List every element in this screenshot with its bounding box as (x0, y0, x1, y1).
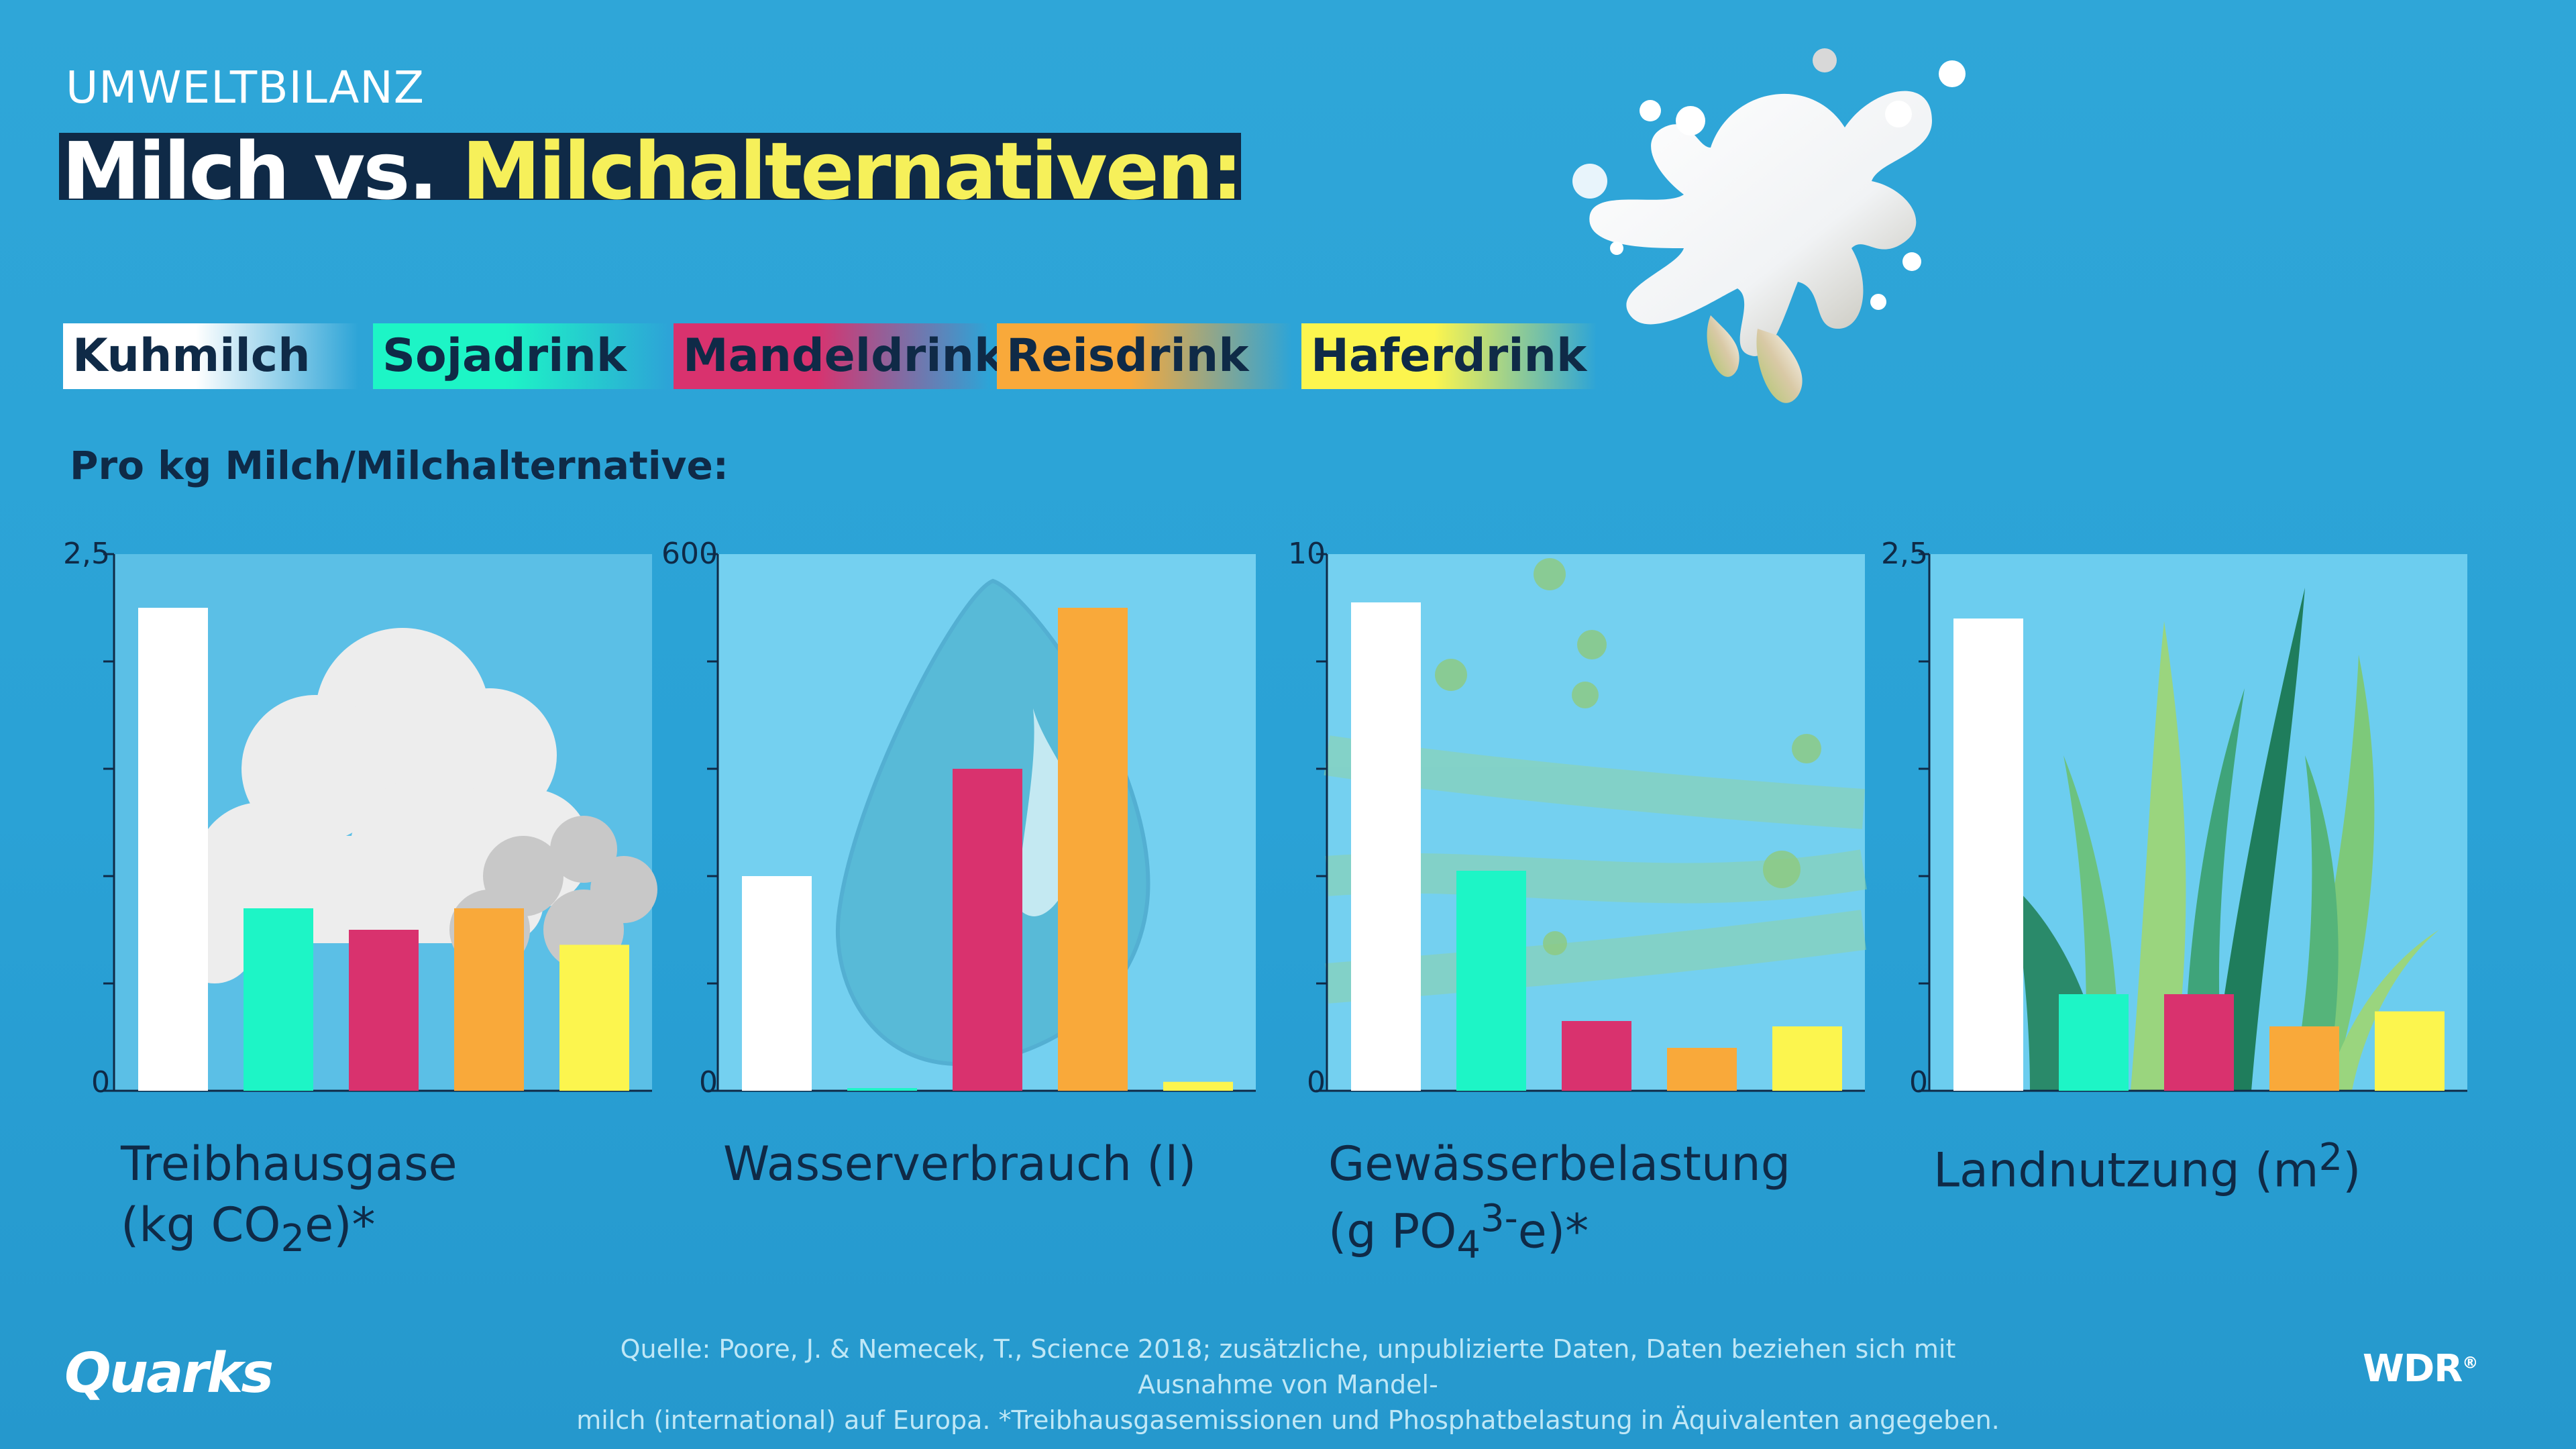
bars-layer (707, 553, 1256, 1092)
bar-kuhmilch (742, 876, 812, 1091)
footnote-line2: milch (international) auf Europa. *Treib… (576, 1405, 2000, 1436)
quarks-logo: Quarks (64, 1342, 274, 1405)
page-title: Milch vs. Milchalternativen: (62, 125, 1243, 217)
legend-label-reisdrink: Reisdrink (1006, 329, 1249, 382)
bar-mandeldrink (2164, 994, 2234, 1091)
y-min-label-3: 0 (1307, 1065, 1326, 1099)
headline-bar (59, 133, 1241, 200)
y-max-label-4: 2,5 (1881, 537, 1928, 571)
legend-kuhmilch: Kuhmilch (63, 323, 358, 389)
bar-sojadrink (1456, 871, 1526, 1091)
subheading: Pro kg Milch/Milchalternative: (70, 443, 729, 488)
legend-label-kuhmilch: Kuhmilch (72, 329, 311, 382)
footnote-line1: Quelle: Poore, J. & Nemecek, T., Science… (620, 1334, 1956, 1400)
y-min-label-1: 0 (91, 1065, 110, 1099)
y-max-label-1: 2,5 (63, 537, 110, 571)
bar-reisdrink (2269, 1026, 2339, 1091)
bar-sojadrink (2059, 994, 2129, 1091)
chart-wasserverbrauch (707, 553, 1256, 1092)
bar-kuhmilch (1351, 602, 1421, 1091)
chart-gewaesserbelastung (1316, 553, 1867, 1092)
title-part-alternatives: Milchalternativen: (462, 125, 1243, 217)
chart-landnutzung (1919, 553, 2467, 1092)
bar-haferdrink (1163, 1081, 1233, 1091)
y-max-label-2: 600 (661, 537, 718, 571)
label-landnutzung: Landnutzung (m2) (1933, 1136, 2361, 1198)
label-treibhausgase-line2: (kg CO2e)* (121, 1197, 376, 1260)
legend-haferdrink: Haferdrink (1301, 323, 1597, 389)
legend-reisdrink: Reisdrink (997, 323, 1292, 389)
legend-label-mandeldrink: Mandeldrink (683, 329, 1005, 382)
bar-sojadrink (244, 908, 313, 1091)
label-treibhausgase-line1: Treibhausgase (121, 1136, 458, 1191)
bar-mandeldrink (1562, 1021, 1631, 1091)
grass-illustration (2010, 588, 2439, 1091)
bar-haferdrink (559, 945, 629, 1091)
chart-treibhausgase (103, 553, 657, 1092)
source-footnote: Quelle: Poore, J. & Nemecek, T., Science… (550, 1332, 2026, 1439)
bar-kuhmilch (1953, 619, 2023, 1091)
label-gewaesserbelastung-line2: (g PO43-e)* (1328, 1197, 1589, 1267)
bar-haferdrink (2375, 1011, 2445, 1091)
label-wasserverbrauch: Wasserverbrauch (l) (723, 1136, 1197, 1191)
y-min-label-4: 0 (1909, 1065, 1928, 1099)
bar-mandeldrink (953, 769, 1022, 1091)
bar-reisdrink (1667, 1048, 1737, 1091)
bar-mandeldrink (349, 930, 419, 1091)
bars-layer (1919, 553, 2467, 1092)
bars-layer (1316, 553, 1865, 1092)
title-part-milk: Milch vs. (62, 125, 438, 217)
bars-layer (103, 553, 652, 1092)
milk-splash-illustration (1572, 48, 1966, 403)
bar-reisdrink (454, 908, 524, 1091)
label-treibhausgase: Treibhausgase (kg CO2e)* (121, 1134, 458, 1264)
y-max-label-3: 10 (1288, 537, 1326, 571)
legend-label-sojadrink: Sojadrink (382, 329, 627, 382)
bar-reisdrink (1058, 608, 1128, 1091)
bar-haferdrink (1772, 1026, 1842, 1091)
bar-kuhmilch (138, 608, 208, 1091)
kicker: UMWELTBILANZ (66, 62, 425, 113)
label-gewaesserbelastung: Gewässerbelastung (g PO43-e)* (1328, 1134, 1790, 1270)
y-min-label-2: 0 (699, 1065, 718, 1099)
legend-sojadrink: Sojadrink (373, 323, 668, 389)
legend-label-haferdrink: Haferdrink (1311, 329, 1587, 382)
legend-mandeldrink: Mandeldrink (674, 323, 1004, 389)
label-gewaesserbelastung-line1: Gewässerbelastung (1328, 1136, 1791, 1191)
wdr-logo: WDR® (2363, 1347, 2478, 1391)
bar-sojadrink (847, 1088, 917, 1091)
